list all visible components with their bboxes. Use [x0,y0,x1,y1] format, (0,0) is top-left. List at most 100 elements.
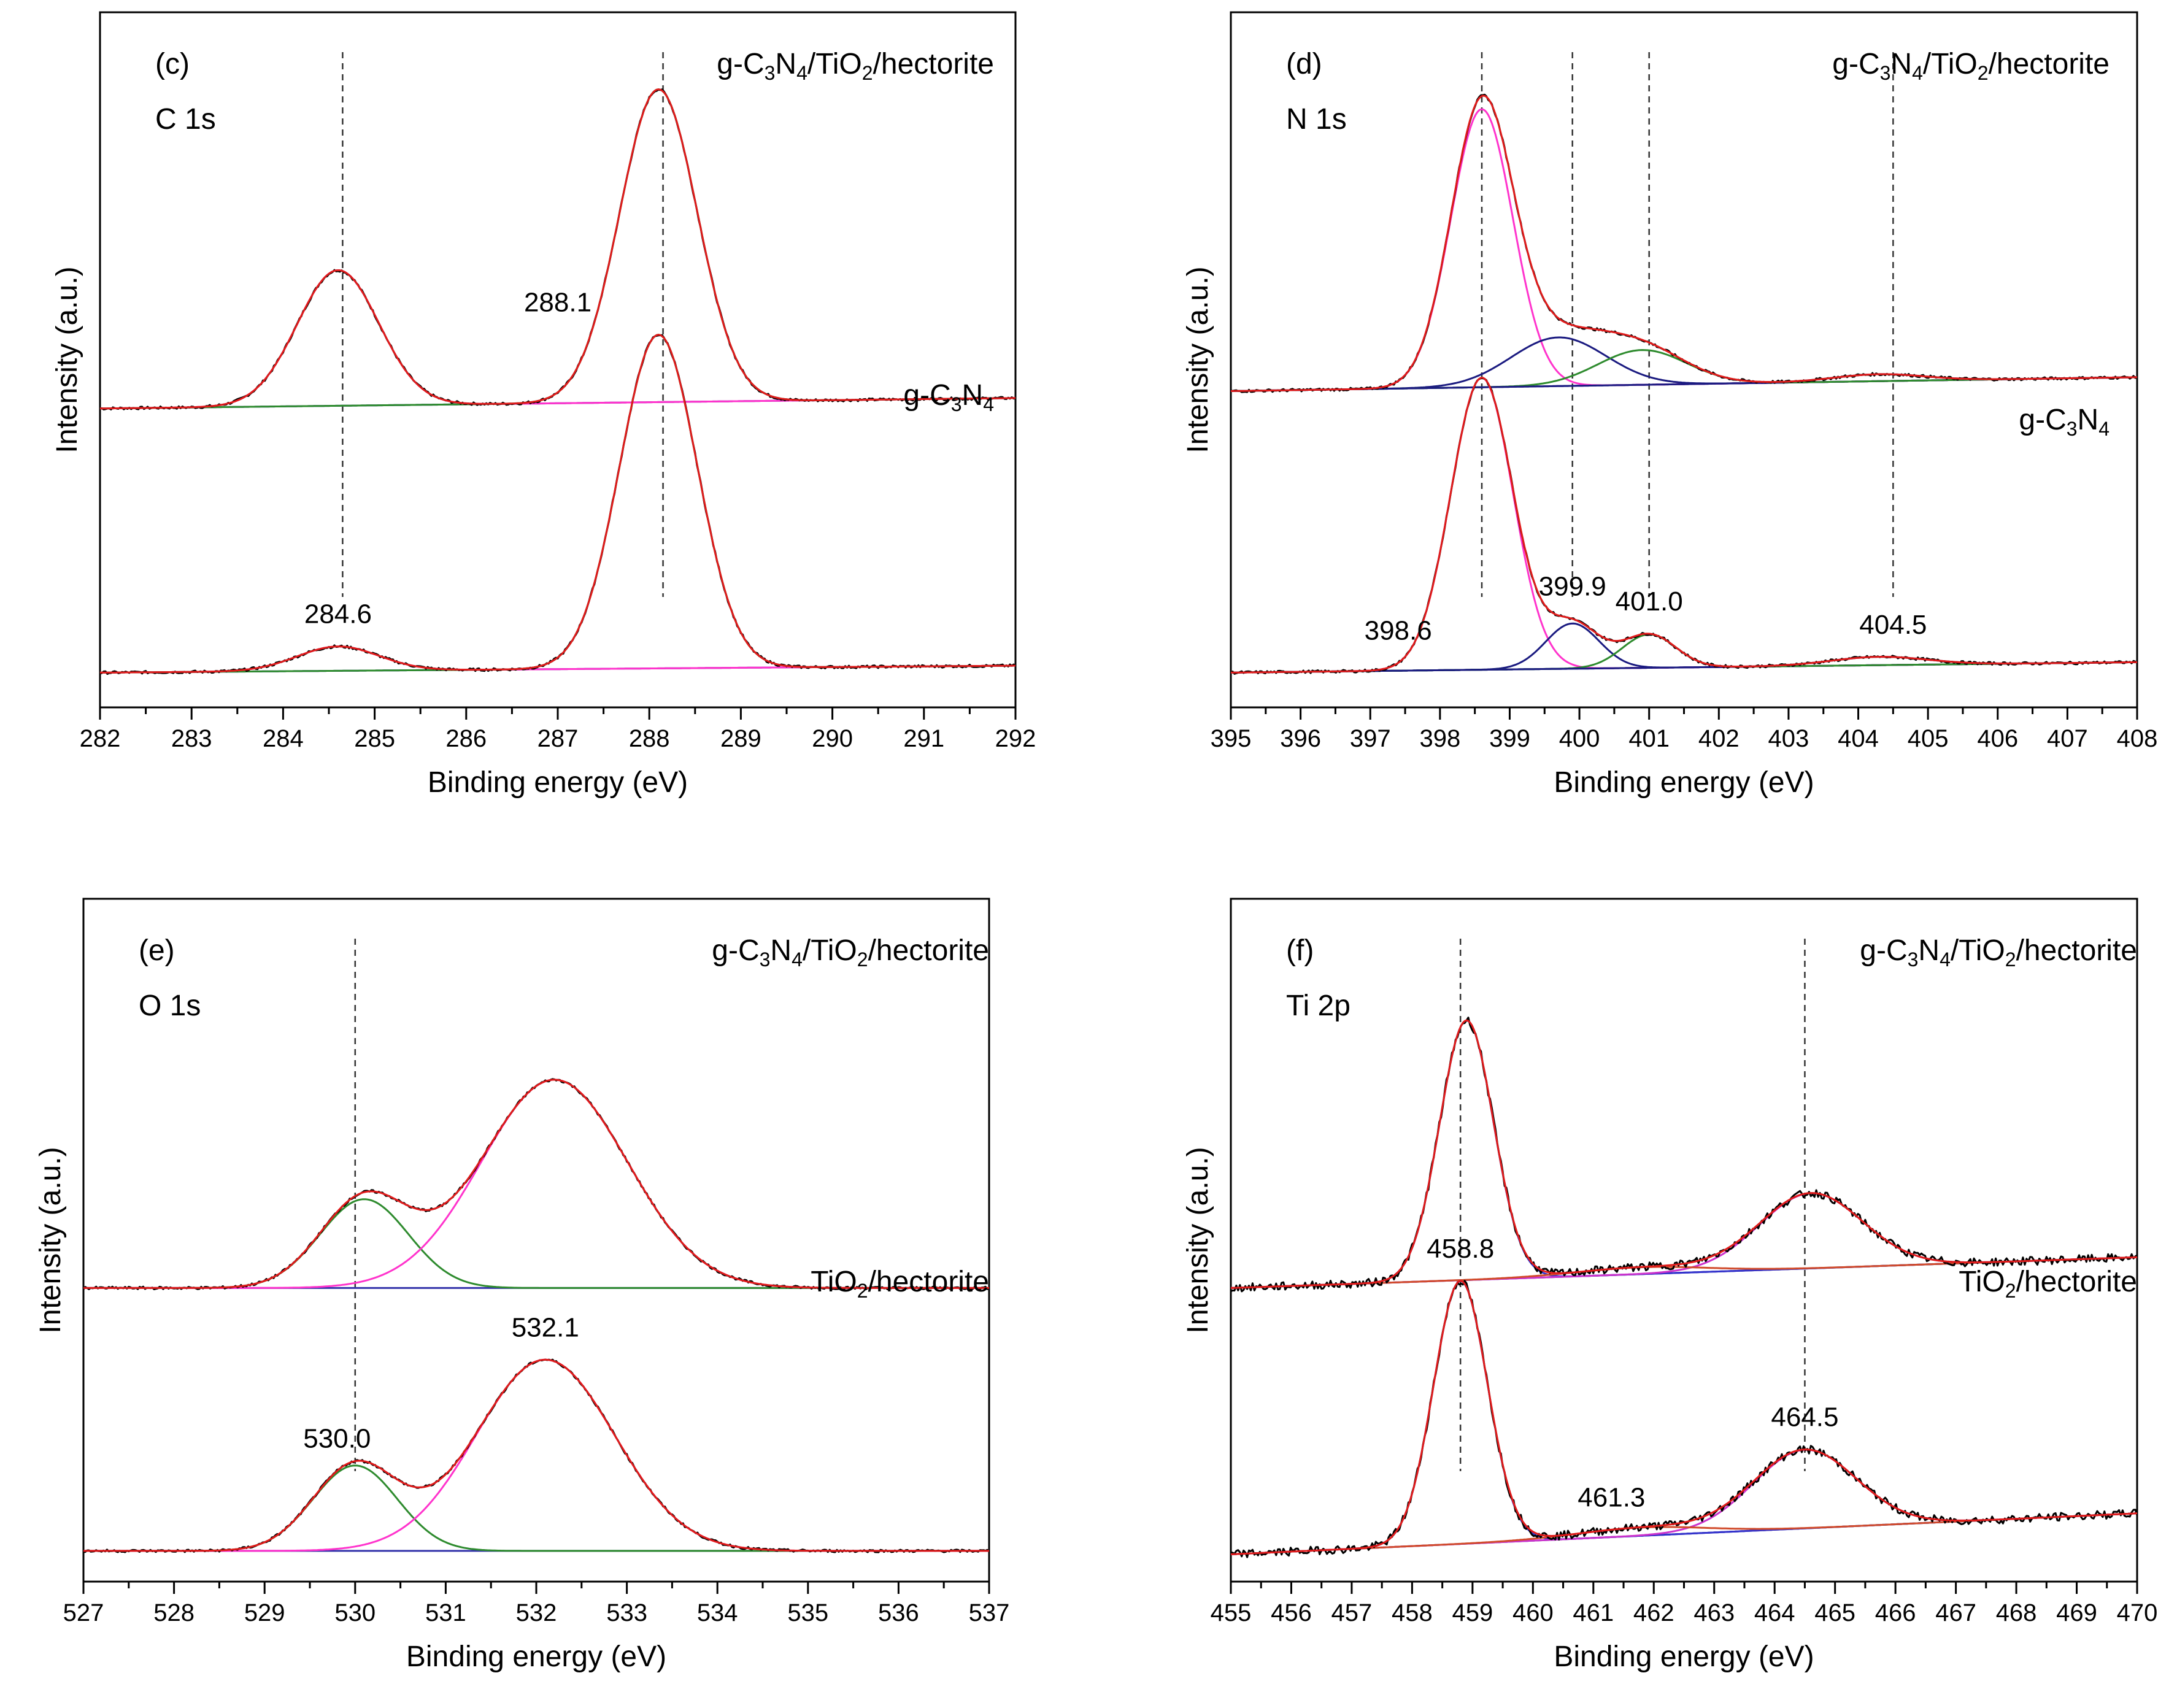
label-part: /hectorite [2016,1266,2137,1298]
subscript: 3 [2067,418,2078,440]
peak-annotation: 288.1 [524,288,591,318]
plot-frame [1230,898,2138,1583]
x-tick-label: 284 [263,725,304,752]
x-tick-label: 292 [995,725,1036,752]
subscript: 4 [2098,418,2110,440]
subscript: 2 [1978,62,1989,84]
component-peak [100,88,1015,410]
x-tick-label: 459 [1452,1599,1493,1626]
x-tick-label: 405 [1908,725,1949,752]
peak-annotation: 532.1 [512,1312,579,1342]
subscript: 2 [2005,1280,2016,1302]
x-tick-label: 528 [153,1599,195,1626]
label-part: /hectorite [2016,934,2137,967]
y-axis-title: Intensity (a.u.) [34,1147,67,1333]
label-part: N [1918,934,1940,967]
x-tick-label: 462 [1633,1599,1674,1626]
component-peak [100,334,1015,674]
spectrum-top [82,1078,990,1291]
label-part: TiO [1959,1266,2005,1298]
panel-c: 282 283 284 285 286 287 288 289 290 291 292 Binding… [51,11,1036,799]
x-tick-label: 460 [1512,1599,1554,1626]
label-part: g-C [1832,48,1879,80]
label-part: /TiO [1951,934,2005,967]
x-tick-label: 290 [812,725,853,752]
subscript: 2 [857,948,868,971]
raw-data-line [82,1078,990,1291]
x-tick-label: 396 [1280,725,1321,752]
core-level-label: O 1s [139,990,201,1022]
x-tick-label: 408 [2117,725,2158,752]
label-part: g-C [1860,934,1907,967]
envelope-fit-line [1230,1019,2138,1289]
x-tick-label: 537 [969,1599,1010,1626]
x-tick-label: 397 [1350,725,1391,752]
raw-data-line [1230,93,2138,393]
x-tick-label: 469 [2056,1599,2097,1626]
x-tick-label: 535 [787,1599,828,1626]
envelope-fit-line [100,88,1015,410]
plot-frame [99,11,1017,709]
subscript: 4 [983,393,994,415]
label-part: N [2078,404,2099,436]
spectrum-top [1230,1017,2138,1293]
subscript: 4 [1940,948,1951,971]
label-part: N [775,48,796,80]
x-tick-label: 531 [425,1599,466,1626]
subscript: 2 [857,1280,868,1302]
x-tick-label: 402 [1698,725,1740,752]
label-part: TiO [811,1266,857,1298]
x-tick-label: 470 [2117,1599,2158,1626]
spectrum-bottom [1230,377,2138,675]
subscript: 3 [1880,62,1891,84]
label-part: /hectorite [873,48,994,80]
component-peak [83,1358,989,1552]
raw-data-line [83,1358,990,1553]
sample-label: g-C3N4/TiO2/hectorite [1832,48,2110,84]
label-part: /TiO [807,48,862,80]
peak-annotation: 398.6 [1365,615,1432,645]
x-tick-label: 283 [171,725,212,752]
x-tick-label: 288 [629,725,670,752]
x-tick-label: 403 [1768,725,1809,752]
label-part: /hectorite [1989,48,2110,80]
panel-label: (e) [139,934,175,967]
x-tick-label: 289 [720,725,761,752]
x-tick-label: 398 [1419,725,1460,752]
label-part: /TiO [1923,48,1978,80]
subscript: 3 [765,62,776,84]
x-tick-label: 464 [1754,1599,1795,1626]
subscript: 2 [862,62,873,84]
subscript: 2 [2005,948,2016,971]
subscript: 3 [1908,948,1919,971]
x-tick-label: 456 [1271,1599,1312,1626]
x-tick-label: 286 [445,725,487,752]
sample-label: g-C3N4 [2019,404,2110,440]
x-tick-label: 532 [516,1599,557,1626]
spectrum-top [1230,93,2138,393]
x-tick-label: 404 [1838,725,1879,752]
x-tick-label: 399 [1489,725,1530,752]
raw-data-line [1230,1017,2138,1293]
sample-label: TiO2/hectorite [1959,1266,2137,1302]
label-part: N [962,379,984,412]
label-part: g-C [712,934,759,967]
x-tick-label: 285 [354,725,395,752]
component-peak [1230,108,2138,392]
plot-frame [82,898,990,1583]
x-axis-title: Binding energy (eV) [1554,766,1814,799]
label-part: g-C [717,48,764,80]
x-axis-title: Binding energy (eV) [428,766,688,799]
component-peak [1230,336,2138,392]
envelope-fit-line [100,334,1015,674]
sample-label: g-C3N4/TiO2/hectorite [712,934,989,971]
x-tick-label: 407 [2047,725,2088,752]
peak-annotation: 530.0 [303,1424,371,1454]
x-tick-label: 282 [80,725,121,752]
subscript: 3 [760,948,771,971]
y-axis-title: Intensity (a.u.) [1182,266,1214,453]
panel-label: (c) [155,48,190,80]
subscript: 4 [1912,62,1923,84]
sample-label: g-C3N4/TiO2/hectorite [717,48,994,84]
